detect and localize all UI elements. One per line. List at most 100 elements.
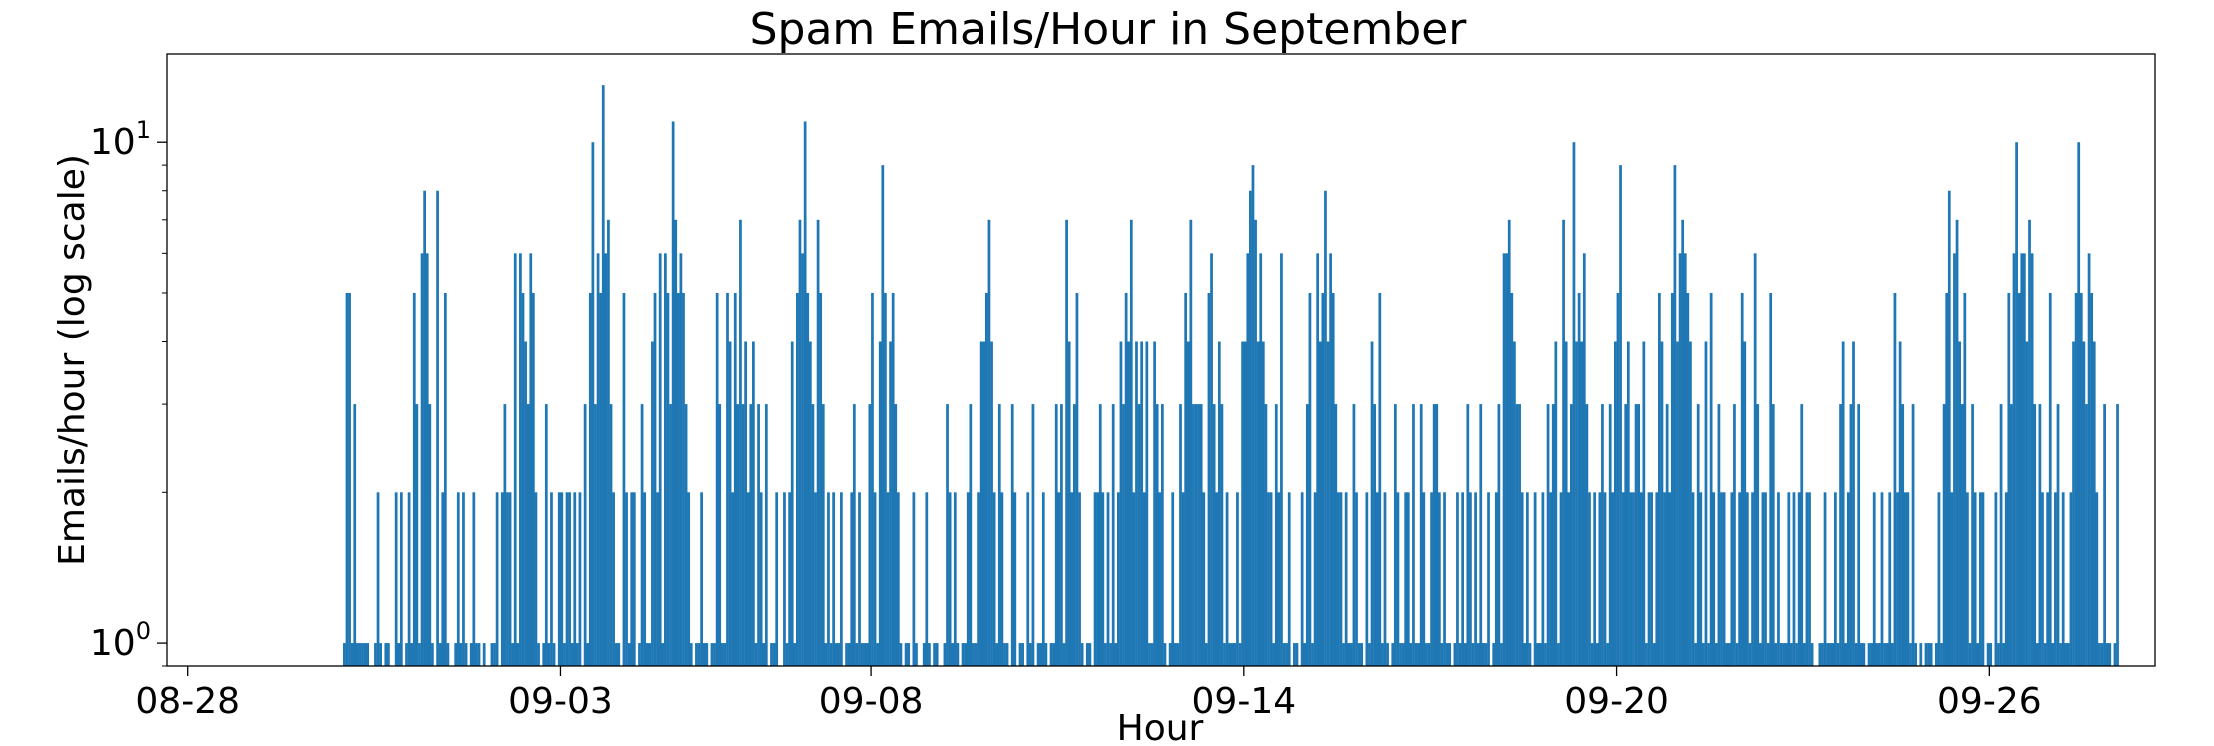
bar <box>1088 643 1092 666</box>
bar <box>1135 341 1138 666</box>
bar <box>1722 492 1726 666</box>
bar <box>1300 492 1304 666</box>
bar <box>863 643 867 666</box>
bar <box>741 404 745 666</box>
bar <box>596 253 600 666</box>
bar <box>1202 492 1206 666</box>
bar <box>500 492 504 666</box>
bar <box>1559 492 1563 666</box>
bar <box>656 492 659 666</box>
bar <box>1572 142 1576 666</box>
bar <box>889 341 892 666</box>
bar <box>2090 292 2094 666</box>
bar <box>1305 404 1309 666</box>
bar <box>519 253 522 666</box>
bar <box>798 219 802 667</box>
bar <box>1225 492 1229 666</box>
bar <box>394 492 398 666</box>
bar <box>379 643 382 666</box>
bar <box>586 643 590 666</box>
bar <box>1414 643 1418 666</box>
bar <box>951 643 955 666</box>
x-tick-label: 09-03 <box>508 681 613 722</box>
bar <box>1709 292 1713 666</box>
bar <box>803 121 807 667</box>
bar <box>2082 341 2086 666</box>
bar <box>1986 643 1990 666</box>
bar <box>956 643 960 666</box>
bar <box>1101 492 1105 666</box>
bar <box>1440 643 1444 666</box>
bar <box>575 643 579 666</box>
bar <box>477 643 481 666</box>
bar <box>1569 404 1573 666</box>
bar <box>415 404 419 666</box>
bar <box>1313 492 1317 666</box>
bar <box>1093 492 1097 666</box>
bar <box>2061 492 2065 666</box>
bar <box>1487 492 1490 666</box>
bar <box>1645 643 1648 666</box>
bar <box>806 292 810 666</box>
bar <box>1401 643 1405 666</box>
bar <box>1557 643 1560 666</box>
bar <box>1386 643 1389 666</box>
bar <box>749 404 753 666</box>
bar <box>531 292 535 666</box>
bar <box>1800 404 1804 666</box>
bar <box>1966 492 1969 666</box>
bar <box>560 492 564 666</box>
y-tick-base: 10 <box>90 122 136 163</box>
bar <box>1810 643 1814 666</box>
bar <box>770 643 773 666</box>
bar <box>2069 492 2073 666</box>
bar <box>1171 492 1175 666</box>
bar <box>1215 492 1219 666</box>
bar <box>715 292 719 666</box>
bar <box>348 292 351 666</box>
bar <box>697 643 701 666</box>
bar <box>788 492 791 666</box>
bar <box>752 341 755 666</box>
bar <box>1422 492 1426 666</box>
bar <box>1241 341 1244 666</box>
bar <box>720 643 724 666</box>
bar <box>904 643 908 666</box>
bar <box>2066 643 2070 666</box>
bar <box>739 219 742 667</box>
bar <box>1148 643 1151 666</box>
bar <box>1269 492 1273 666</box>
bar <box>1523 643 1527 666</box>
bar <box>687 492 691 666</box>
bar <box>894 404 898 666</box>
bar <box>1223 643 1226 666</box>
bar <box>1784 643 1788 666</box>
y-axis-label: Emails/hour (log scale) <box>52 154 93 566</box>
bar <box>1629 492 1633 666</box>
bar <box>343 643 346 666</box>
bar <box>972 643 975 666</box>
bar <box>2059 643 2062 666</box>
bar <box>2095 492 2099 666</box>
bar <box>1681 219 1685 667</box>
y-tick-base: 10 <box>90 623 136 664</box>
bar <box>1197 404 1200 666</box>
bar <box>1111 404 1115 666</box>
bar <box>454 643 458 666</box>
bar <box>1104 643 1107 666</box>
bar <box>1192 404 1195 666</box>
bar <box>640 404 644 666</box>
bar <box>1041 492 1045 666</box>
bar <box>475 643 478 666</box>
bar <box>1655 492 1659 666</box>
bar <box>1179 404 1182 666</box>
bar <box>1072 404 1076 666</box>
bar <box>353 404 357 666</box>
bar <box>1435 404 1439 666</box>
bar <box>2035 643 2039 666</box>
bar <box>1808 492 1811 666</box>
bar <box>878 341 882 666</box>
bar <box>1634 404 1638 666</box>
bar <box>1885 643 1889 666</box>
